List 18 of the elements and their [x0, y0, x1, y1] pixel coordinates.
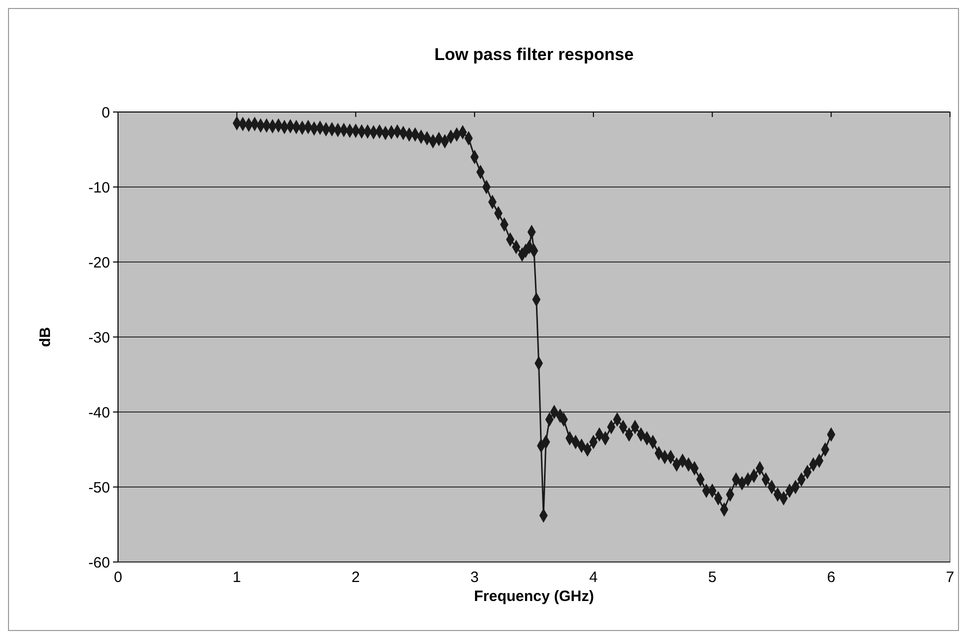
x-tick-label: 7	[946, 569, 954, 586]
x-axis-title: Frequency (GHz)	[474, 588, 594, 605]
y-tick-label: -50	[88, 479, 110, 496]
x-tick-label: 5	[708, 569, 716, 586]
x-tick-label: 1	[232, 569, 242, 586]
x-tick-label: 3	[470, 569, 479, 586]
y-tick-label: -20	[88, 254, 110, 272]
x-tick-label: 0	[114, 569, 122, 586]
y-axis-title: dB	[37, 326, 54, 347]
x-tick-label: 6	[826, 569, 836, 586]
y-tick-label: 0	[102, 104, 110, 122]
chart-title: Low pass filter response	[434, 45, 634, 64]
y-tick-label: -60	[88, 554, 110, 572]
x-tick-label: 4	[589, 569, 598, 586]
y-tick-label: -10	[88, 179, 110, 196]
y-tick-label: -40	[88, 404, 110, 422]
x-tick-label: 2	[352, 569, 360, 586]
y-tick-label: -30	[88, 329, 110, 346]
